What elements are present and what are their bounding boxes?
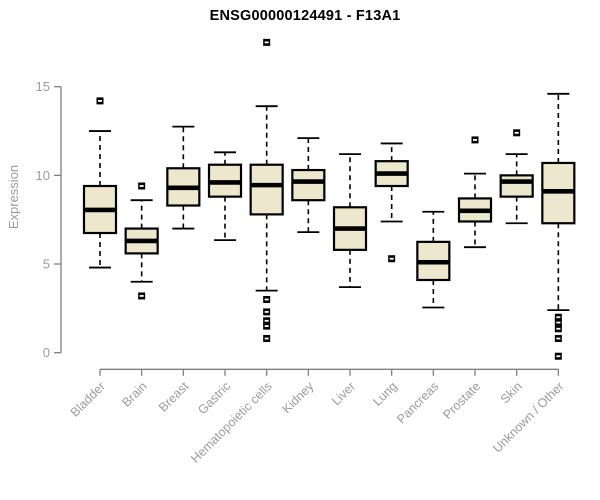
outlier-point-slot xyxy=(514,131,519,134)
x-tick-label-gastric: Gastric xyxy=(195,379,233,417)
x-tick-label-prostate: Prostate xyxy=(440,379,483,422)
outlier-point-slot xyxy=(264,41,269,44)
x-tick-label-kidney: Kidney xyxy=(280,379,317,416)
y-tick-label-0: 0 xyxy=(43,345,50,360)
chart-title: ENSG00000124491 - F13A1 xyxy=(209,8,401,24)
x-tick-label-breast: Breast xyxy=(156,379,192,415)
box-prostate xyxy=(457,136,493,249)
outlier-point-slot xyxy=(264,311,269,313)
x-tick-label-pancreas: Pancreas xyxy=(394,379,441,426)
outlier-point-slot xyxy=(556,316,561,319)
outlier-point-slot xyxy=(139,185,144,187)
x-tick-label-liver: Liver xyxy=(329,379,358,408)
box-unknown-other xyxy=(541,92,576,360)
outlier-point-slot xyxy=(264,325,269,328)
outlier-point-slot xyxy=(264,319,269,322)
x-tick-label-bladder: Bladder xyxy=(68,379,108,419)
outlier-point-slot xyxy=(556,337,561,340)
box-brain xyxy=(124,182,159,300)
outlier-point-slot xyxy=(556,321,561,324)
y-tick-label-15: 15 xyxy=(36,79,50,94)
y-tick-label-5: 5 xyxy=(43,257,50,272)
outlier-point-slot xyxy=(473,139,478,141)
box-gastric xyxy=(207,151,243,241)
outlier-point-slot xyxy=(389,257,394,260)
x-tick-label-brain: Brain xyxy=(119,379,150,410)
outlier-point-slot xyxy=(98,99,102,102)
box-bladder xyxy=(82,97,118,269)
box-hematopoietic-cells xyxy=(249,38,284,343)
box-skin xyxy=(499,129,534,225)
y-tick-label-10: 10 xyxy=(36,168,50,183)
x-tick-label-unknown-other: Unknown / Other xyxy=(490,379,566,455)
box-kidney xyxy=(291,137,326,234)
outlier-point-slot xyxy=(556,355,561,358)
box-pancreas xyxy=(416,210,451,309)
iqr-box xyxy=(249,163,284,216)
x-tick-label-hematopoietic-cells: Hematopoietic cells xyxy=(188,379,275,466)
iqr-box xyxy=(499,174,534,198)
outlier-point-slot xyxy=(556,327,561,330)
box-lung xyxy=(374,142,409,263)
x-tick-label-skin: Skin xyxy=(498,379,525,406)
box-breast xyxy=(166,125,201,230)
outlier-point-slot xyxy=(139,295,144,297)
box-liver xyxy=(332,153,368,288)
x-tick-label-lung: Lung xyxy=(370,379,400,409)
outlier-point-slot xyxy=(264,337,269,340)
outlier-point-slot xyxy=(264,298,269,301)
iqr-box xyxy=(291,168,326,202)
